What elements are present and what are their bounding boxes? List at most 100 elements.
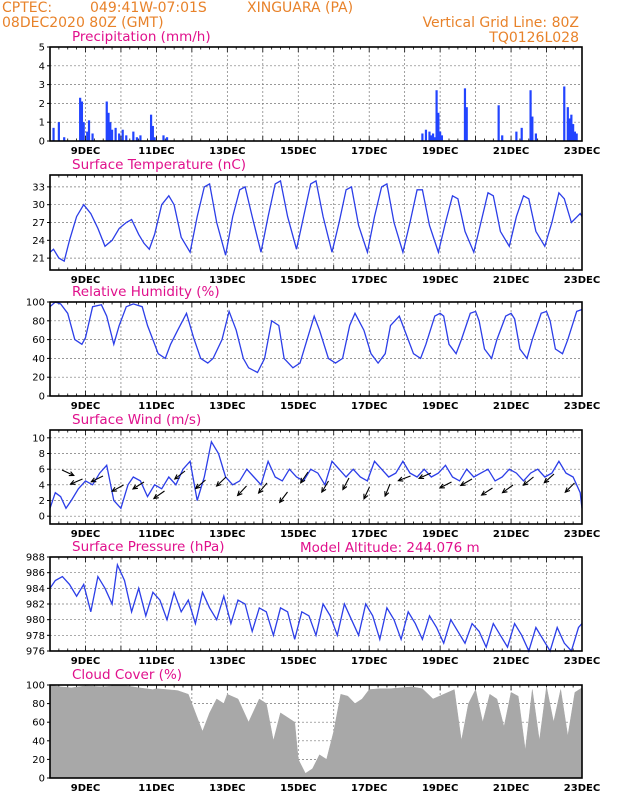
humidity-x-tick-label: 9DEC	[71, 401, 100, 412]
header-station: XINGUARA (PA)	[247, 0, 353, 16]
humidity-series-line	[49, 301, 583, 374]
wind-arrow	[194, 479, 206, 490]
precipitation-y-tick-label: 5	[39, 43, 45, 54]
precipitation-y-tick-label: 3	[39, 80, 45, 91]
wind-y-tick-label: 6	[39, 465, 45, 476]
precip-bar	[572, 124, 575, 141]
wind-arrow	[459, 478, 473, 487]
pressure-y-tick-label: 980	[26, 615, 45, 626]
wind-y-tick-label: 4	[39, 480, 45, 491]
precipitation-x-tick-label: 23DEC	[564, 146, 600, 157]
precip-bar	[165, 137, 169, 141]
precipitation-y-tick-label: 4	[39, 61, 45, 72]
precip-bar	[440, 135, 444, 141]
wind-arrow	[342, 477, 350, 491]
wind-arrow	[257, 482, 268, 494]
precip-bar	[151, 125, 154, 141]
wind-arrow	[501, 484, 514, 494]
temperature-x-tick-label: 11DEC	[138, 275, 174, 286]
precip-bar	[568, 118, 571, 141]
header-product-code: TQ0126L028	[488, 30, 579, 46]
precip-bar	[575, 133, 578, 141]
precip-bar	[501, 135, 504, 141]
temperature-panel: Surface Temperature (nC) 21 24 27 30 33 9DEC 11…	[32, 157, 600, 286]
cloud-area	[49, 684, 583, 779]
precip-bar	[118, 133, 121, 141]
cloud-x-tick-label: 15DEC	[280, 783, 316, 794]
pressure-y-tick-label: 978	[26, 631, 45, 642]
header-source: CPTEC:	[2, 0, 52, 16]
precip-bar	[132, 131, 135, 141]
wind-y-tick-label: 10	[32, 433, 45, 444]
panels: Precipitation (mm/h) 0 1 2 3 4 5 9DEC 11DEC 13DEC…	[26, 29, 600, 794]
wind-x-tick-label: 11DEC	[138, 529, 174, 540]
wind-panel: Surface Wind (m/s) 0 2 4 6 8 10 9DEC 11DEC 13DEC 1…	[32, 412, 600, 540]
precipitation-x-tick-label: 9DEC	[71, 146, 100, 157]
pressure-x-tick-label: 21DEC	[493, 656, 529, 667]
temperature-x-tick-label: 21DEC	[493, 275, 529, 286]
temperature-x-tick-label: 13DEC	[209, 275, 245, 286]
pressure-y-tick-label: 982	[26, 600, 45, 611]
wind-arrow	[417, 472, 432, 479]
precipitation-x-tick-label: 11DEC	[138, 146, 174, 157]
cloud-x-tick-label: 13DEC	[209, 783, 245, 794]
temperature-x-tick-label: 19DEC	[422, 275, 458, 286]
precip-bar	[463, 88, 467, 141]
temperature-y-tick-label: 24	[32, 236, 45, 247]
precip-bar	[439, 131, 442, 141]
temperature-x-tick-label: 17DEC	[351, 275, 387, 286]
precip-bar	[80, 101, 84, 141]
wind-y-tick-label: 0	[39, 512, 45, 523]
humidity-title: Relative Humidity (%)	[72, 284, 220, 300]
wind-arrow	[278, 491, 288, 504]
humidity-y-tick-label: 100	[26, 298, 45, 309]
humidity-y-tick-label: 60	[32, 335, 45, 346]
wind-arrow	[300, 471, 309, 484]
temperature-y-tick-label: 27	[32, 218, 45, 229]
header-grid-note: Vertical Grid Line: 80Z	[423, 15, 579, 31]
cloud-y-tick-label: 20	[32, 755, 45, 766]
precipitation-x-tick-label: 19DEC	[422, 146, 458, 157]
precipitation-x-tick-label: 17DEC	[351, 146, 387, 157]
precip-bar	[82, 122, 85, 141]
precip-bar	[431, 133, 435, 141]
temperature-y-tick-label: 30	[32, 200, 45, 211]
temperature-frame	[49, 174, 583, 271]
precipitation-x-tick-label: 15DEC	[280, 146, 316, 157]
precip-bar	[534, 133, 537, 141]
cloud-x-tick-label: 17DEC	[351, 783, 387, 794]
pressure-frame	[49, 556, 583, 652]
precip-bar	[529, 90, 532, 141]
wind-arrow	[61, 469, 75, 477]
wind-arrow	[69, 478, 83, 485]
wind-x-tick-label: 13DEC	[209, 529, 245, 540]
precipitation-frame	[49, 46, 583, 142]
wind-y-tick-label: 2	[39, 496, 45, 507]
pressure-x-tick-label: 19DEC	[422, 656, 458, 667]
wind-arrow	[110, 484, 124, 492]
precipitation-y-tick-label: 1	[39, 118, 45, 129]
precip-bar	[531, 116, 534, 141]
wind-arrow	[564, 482, 575, 494]
precip-bar	[109, 122, 112, 141]
wind-arrow	[480, 487, 493, 496]
pressure-y-tick-label: 984	[26, 584, 45, 595]
humidity-y-tick-label: 80	[32, 316, 45, 327]
wind-arrow	[321, 480, 329, 494]
precip-bar	[430, 135, 433, 141]
pressure-title: Surface Pressure (hPa)	[72, 539, 225, 555]
humidity-y-tick-label: 0	[39, 392, 45, 403]
pressure-x-tick-label: 23DEC	[564, 656, 600, 667]
humidity-x-tick-label: 23DEC	[564, 401, 600, 412]
precip-bar	[515, 131, 518, 141]
wind-arrow	[363, 486, 370, 500]
precip-bar	[563, 86, 566, 141]
precip-bar	[465, 107, 468, 141]
wind-x-tick-label: 15DEC	[280, 529, 316, 540]
cloud-y-tick-label: 40	[32, 736, 45, 747]
precipitation-x-tick-label: 13DEC	[209, 146, 245, 157]
wind-arrow	[543, 473, 555, 484]
precipitation-title: Precipitation (mm/h)	[72, 29, 211, 45]
precip-bar	[573, 131, 577, 141]
